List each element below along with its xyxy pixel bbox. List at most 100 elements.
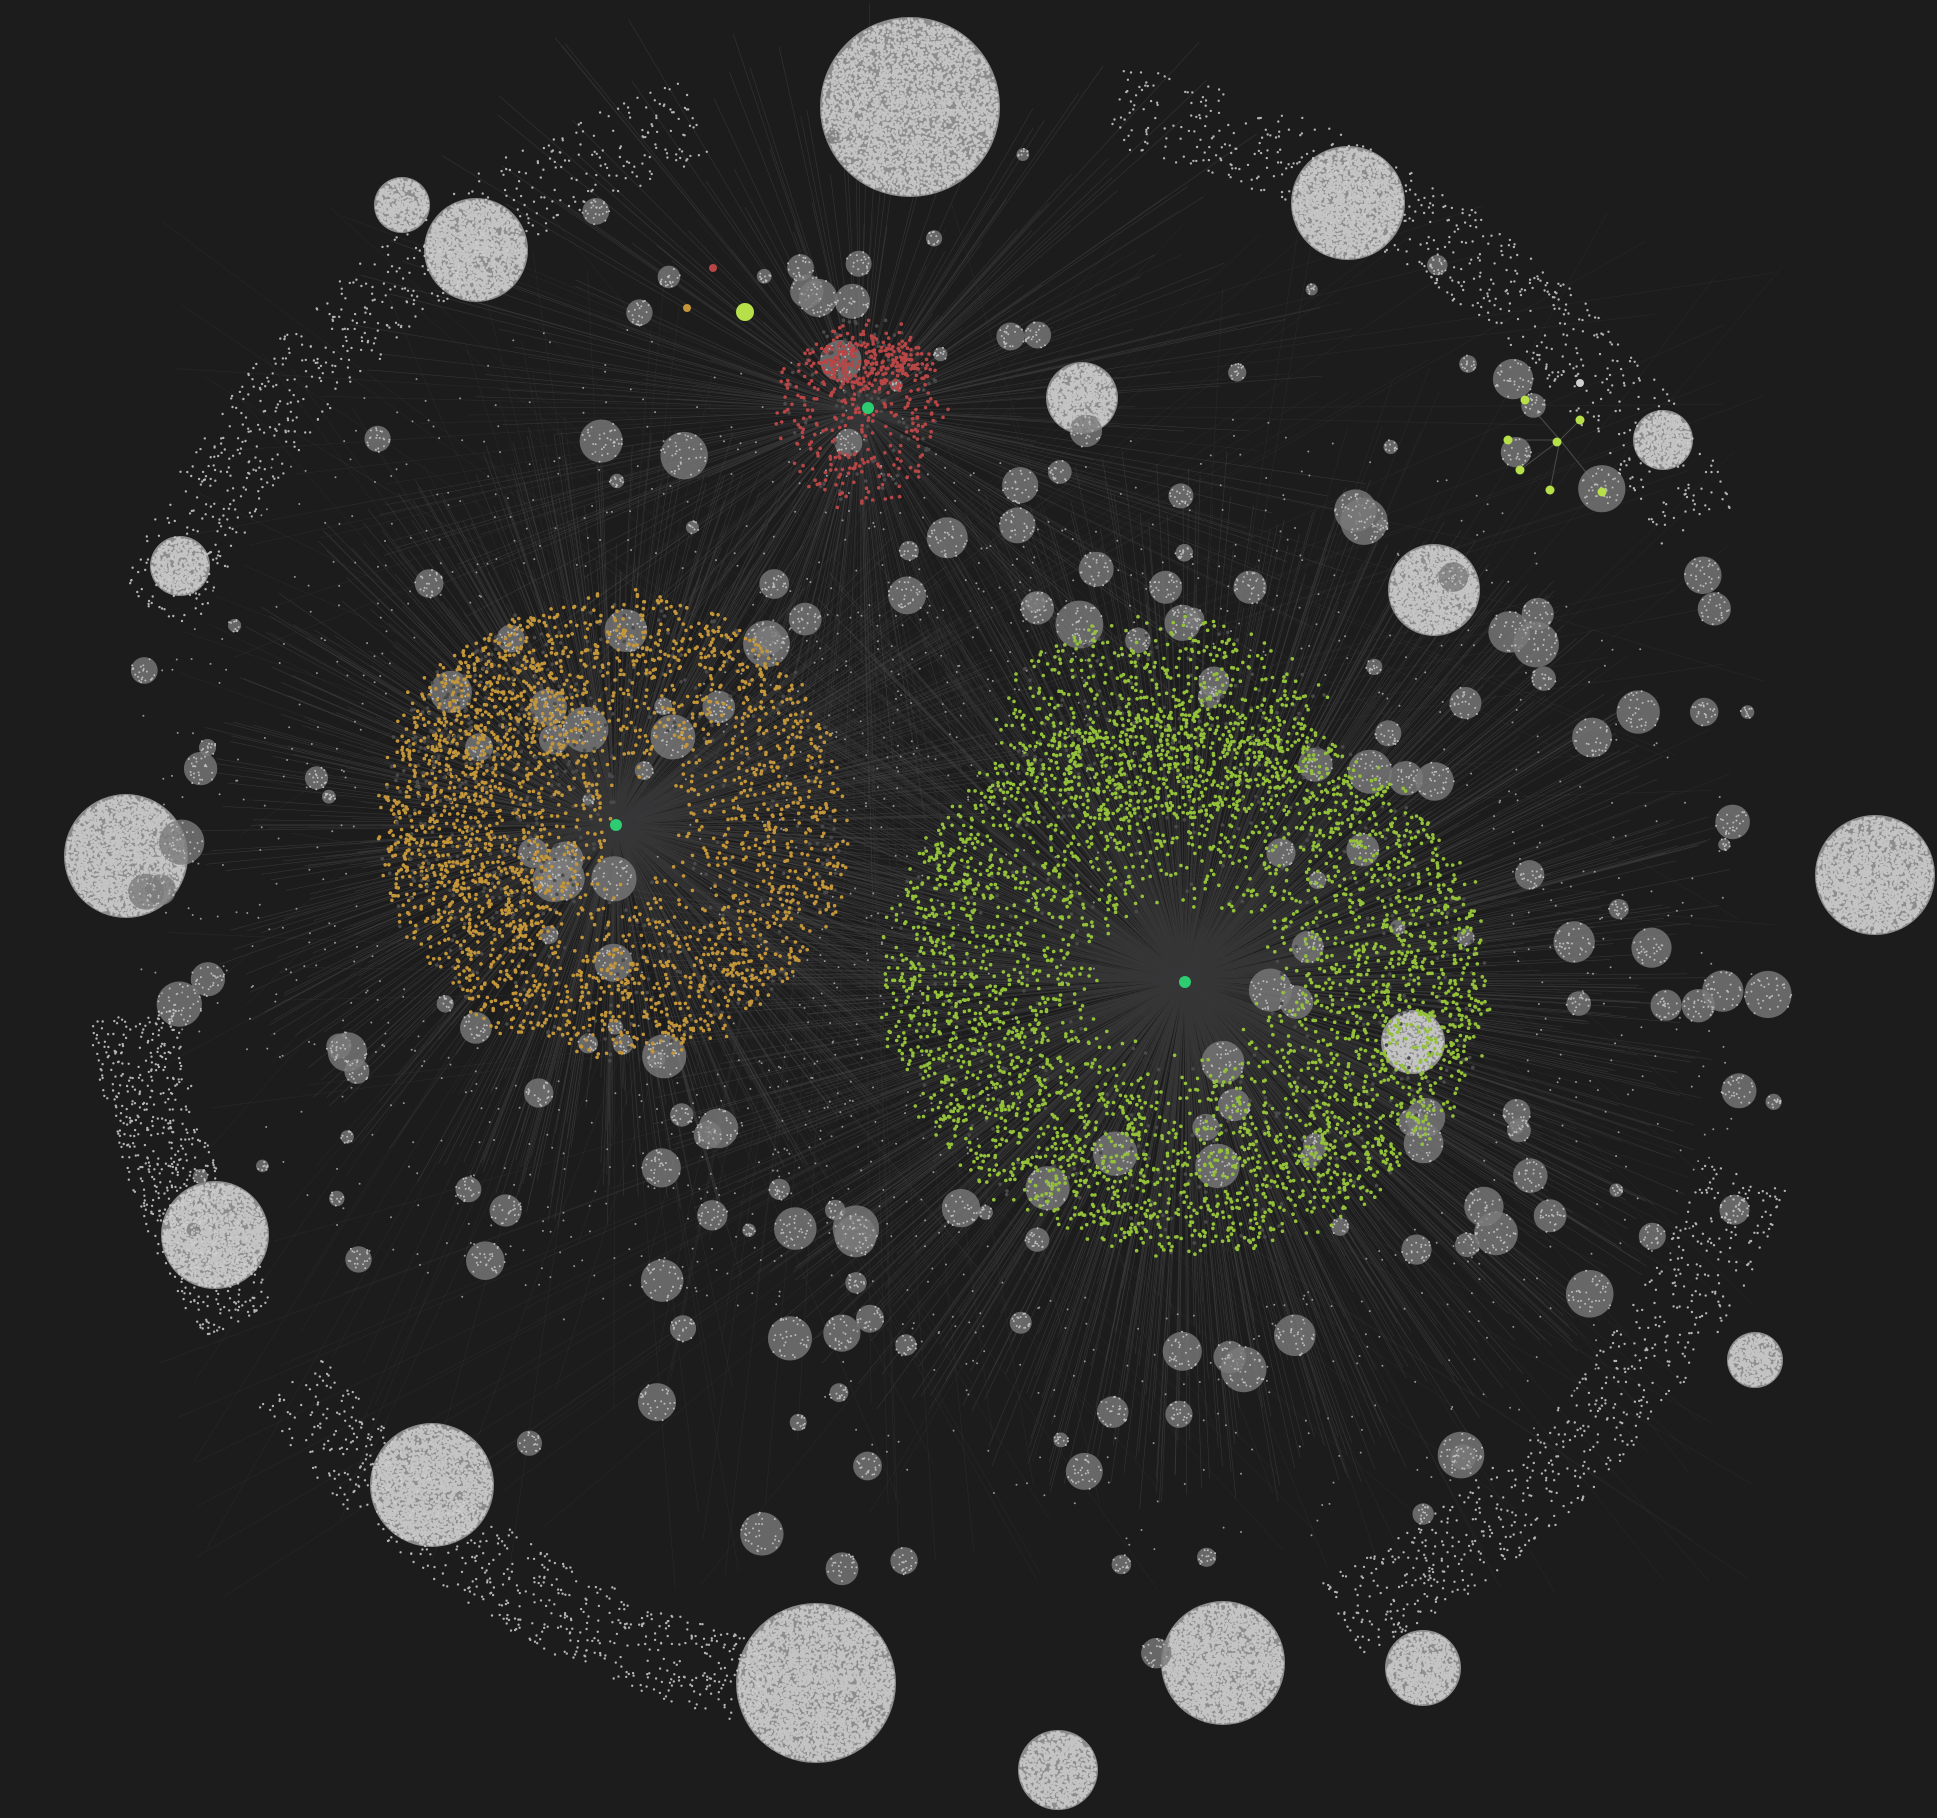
mini-cluster (591, 856, 637, 902)
mini-cluster (1565, 1270, 1614, 1318)
mini-cluster-nodes (1567, 1269, 1611, 1313)
mini-cluster-nodes (1515, 862, 1545, 890)
mini-cluster (1168, 483, 1194, 509)
mini-cluster (825, 1552, 859, 1586)
mini-cluster-nodes (1169, 1401, 1192, 1427)
node-cloud-red (774, 318, 950, 510)
mini-cluster-nodes (670, 1318, 695, 1343)
mini-cluster (156, 981, 202, 1027)
mini-cluster (1401, 1234, 1432, 1265)
mini-cluster (1566, 991, 1592, 1016)
mini-cluster (1631, 927, 1672, 968)
mini-cluster-nodes (627, 299, 650, 327)
mini-cluster (345, 1246, 372, 1273)
mini-cluster (1572, 717, 1612, 758)
mini-cluster (159, 819, 205, 865)
mini-cluster-nodes (1384, 439, 1398, 452)
mini-cluster (1412, 1503, 1434, 1525)
mini-cluster (1334, 489, 1377, 532)
mini-cluster-nodes (463, 1014, 489, 1042)
mini-cluster (1198, 666, 1230, 698)
mini-cluster-nodes (1633, 928, 1668, 965)
mini-cluster-nodes (1429, 256, 1447, 276)
mini-cluster-nodes (581, 423, 623, 463)
mini-cluster-nodes (187, 755, 214, 785)
mini-cluster-nodes (652, 717, 694, 758)
highlight-node (862, 402, 874, 414)
mini-cluster-nodes (1407, 1100, 1436, 1136)
mini-cluster-nodes (978, 1204, 992, 1220)
mini-cluster (1449, 687, 1482, 719)
mini-cluster-nodes (1295, 931, 1324, 963)
mini-cluster-nodes (1223, 1346, 1265, 1388)
mini-cluster (1141, 1638, 1172, 1669)
mini-cluster (660, 431, 708, 480)
mini-cluster-nodes (826, 128, 841, 142)
mini-cluster (999, 507, 1036, 544)
mini-cluster (304, 766, 329, 790)
mini-cluster-nodes (1167, 1330, 1200, 1369)
mini-cluster (1638, 1222, 1666, 1250)
satellite-disc-3 (1816, 815, 1935, 935)
mini-cluster (1500, 437, 1532, 468)
mini-cluster-nodes (1002, 469, 1038, 505)
highlight-node (610, 819, 622, 831)
red-blob (709, 264, 717, 272)
satellite-disc-14 (150, 536, 210, 596)
mini-cluster-nodes (828, 1200, 844, 1220)
mini-cluster-nodes (1202, 1042, 1243, 1083)
mini-cluster-nodes (708, 690, 734, 723)
mini-cluster-nodes (1608, 900, 1628, 920)
satellite-disc-8 (1162, 1602, 1284, 1725)
mini-cluster (1308, 871, 1327, 890)
mini-cluster-nodes (1268, 841, 1294, 868)
mini-cluster-nodes (655, 698, 673, 715)
mini-cluster (641, 1148, 681, 1188)
mini-cluster (516, 1430, 543, 1456)
mini-cluster (436, 995, 454, 1013)
mini-cluster (1002, 467, 1039, 504)
mini-cluster-nodes (1531, 670, 1557, 691)
mini-cluster-nodes (761, 573, 788, 598)
mini-cluster (1719, 1194, 1750, 1225)
mini-cluster-nodes (933, 346, 947, 360)
lime-node (1520, 395, 1530, 405)
lime-node (1552, 437, 1562, 447)
mini-cluster-nodes (659, 268, 681, 288)
mini-cluster-nodes (1691, 701, 1716, 727)
mini-cluster (1182, 607, 1205, 630)
mini-cluster-nodes (1196, 1116, 1219, 1141)
mini-cluster (496, 624, 525, 653)
mini-cluster-nodes (1401, 1237, 1431, 1264)
mini-cluster (853, 1451, 882, 1481)
mini-cluster (626, 299, 653, 326)
mini-cluster (1009, 1311, 1032, 1334)
mini-cluster (1096, 1396, 1129, 1428)
mini-cluster-nodes (1171, 604, 1201, 637)
mini-cluster-nodes (1056, 605, 1103, 646)
mini-cluster-nodes (163, 821, 204, 863)
mini-cluster-nodes (1539, 1199, 1566, 1233)
mini-cluster (1455, 1232, 1480, 1258)
mini-cluster-nodes (1127, 629, 1151, 652)
mini-cluster (1020, 591, 1055, 625)
mini-cluster (1388, 761, 1424, 796)
lime-hub-node (1576, 379, 1584, 387)
mini-cluster-nodes (1169, 485, 1192, 507)
lime-edge (1519, 439, 1561, 471)
mini-cluster (941, 1188, 981, 1228)
lime-edge (1549, 439, 1561, 491)
mini-cluster (1514, 860, 1545, 890)
mini-cluster-nodes (1047, 460, 1067, 484)
satellite-disc-17 (374, 178, 430, 233)
mini-cluster-nodes (551, 841, 583, 878)
mini-cluster (1690, 697, 1719, 727)
mini-cluster (1427, 254, 1448, 276)
mini-cluster (1016, 148, 1030, 162)
mini-cluster (1078, 551, 1114, 587)
mini-cluster-nodes (1684, 558, 1720, 592)
mini-cluster (829, 1383, 849, 1403)
mini-cluster (1608, 899, 1629, 919)
